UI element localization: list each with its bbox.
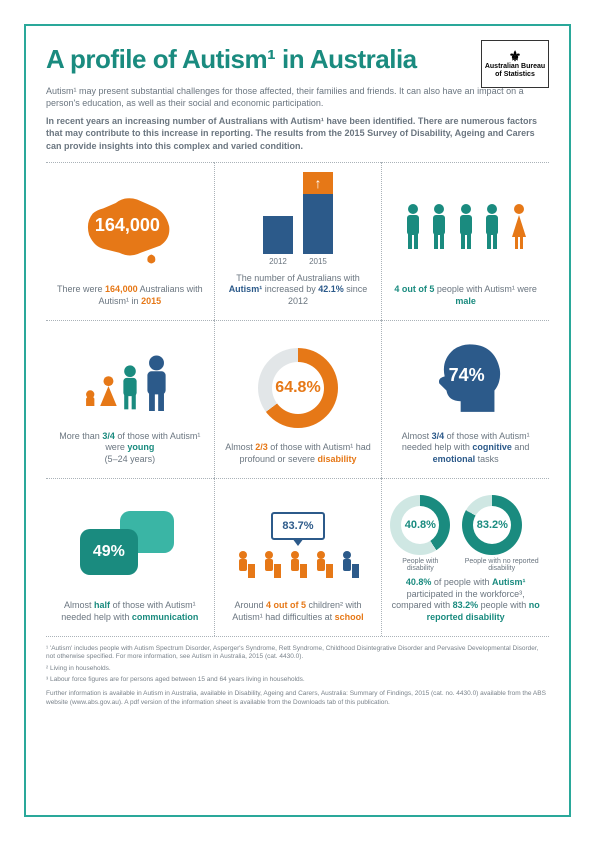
page-frame: A profile of Autism¹ in Australia ⚜ Aust… (24, 24, 571, 817)
donut-disability: 64.8% (258, 348, 338, 428)
intro-text: Autism¹ may present substantial challeng… (46, 85, 549, 152)
c8-caption: Around 4 out of 5 children² with Autism¹… (223, 600, 373, 623)
cell-disability: 64.8% Almost 2/3 of those with Autism¹ h… (214, 320, 382, 478)
intro-p2: In recent years an increasing number of … (46, 115, 549, 151)
c3-caption: 4 out of 5 people with Autism¹ were male (391, 284, 541, 307)
bar-chart: 2012 2015 (263, 194, 333, 254)
c9-caption: 40.8% of people with Autism¹ participate… (390, 577, 541, 624)
c2-caption: The number of Australians with Autism¹ i… (223, 273, 373, 308)
c6-caption: Almost 3/4 of those with Autism¹ needed … (391, 431, 541, 466)
cell-workforce: 40.8% People with disability 83.2% Peopl… (381, 478, 549, 636)
footnote-2: ² Living in households. (46, 665, 549, 673)
cell-gender: 4 out of 5 people with Autism¹ were male (381, 162, 549, 320)
intro-p1: Autism¹ may present substantial challeng… (46, 85, 549, 109)
cell-school: 83.7% Around 4 out of 5 children² with A… (214, 478, 382, 636)
classroom-icon: 83.7% (235, 512, 361, 580)
page-title: A profile of Autism¹ in Australia (46, 44, 549, 75)
stats-grid: 164,000 There were 164,000 Australians w… (46, 162, 549, 636)
bar-2012: 2012 (263, 216, 293, 254)
footnote-3: ³ Labour force figures are for persons a… (46, 676, 549, 684)
family-icon (54, 333, 206, 431)
arrow-up-icon (303, 172, 333, 194)
header: A profile of Autism¹ in Australia ⚜ Aust… (46, 44, 549, 75)
crest-icon: ⚜ (509, 49, 522, 63)
people-icons (402, 203, 530, 256)
australia-map-icon: 164,000 (75, 187, 185, 272)
speech-bubbles-icon: 49% (80, 511, 180, 581)
head-pct: 74% (449, 365, 485, 386)
cell-cognitive: 74% Almost 3/4 of those with Autism¹ nee… (381, 320, 549, 478)
workforce-donuts: 40.8% People with disability 83.2% Peopl… (390, 495, 541, 573)
abs-logo: ⚜ Australian Bureau of Statistics (481, 40, 549, 88)
footnote-1: ¹ 'Autism' includes people with Autism S… (46, 645, 549, 662)
footnotes: ¹ 'Autism' includes people with Autism S… (46, 636, 549, 708)
c4-caption: More than 3/4 of those with Autism¹ were… (55, 431, 205, 466)
cell-age: More than 3/4 of those with Autism¹ were… (46, 320, 214, 478)
c1-caption: There were 164,000 Australians with Auti… (55, 284, 205, 307)
c7-caption: Almost half of those with Autism¹ needed… (55, 600, 205, 623)
bar-2015: 2015 (303, 194, 333, 254)
logo-text: Australian Bureau of Statistics (484, 63, 546, 78)
head-icon: 74% (421, 339, 511, 424)
cell-increase: 2012 2015 The number of Australians with… (214, 162, 382, 320)
cell-total-count: 164,000 There were 164,000 Australians w… (46, 162, 214, 320)
map-number: 164,000 (95, 215, 160, 236)
c5-caption: Almost 2/3 of those with Autism¹ had pro… (223, 442, 373, 465)
cell-communication: 49% Almost half of those with Autism¹ ne… (46, 478, 214, 636)
footnote-4: Further information is available in Auti… (46, 690, 549, 707)
